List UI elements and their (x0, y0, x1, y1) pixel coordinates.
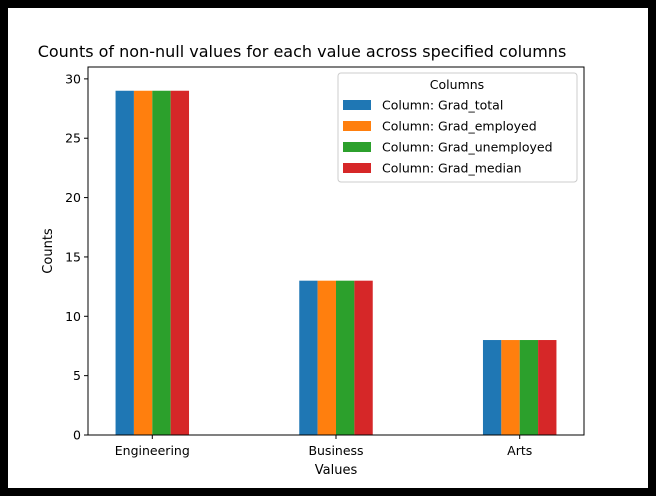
figure: Counts of non-null values for each value… (8, 8, 648, 488)
bar-business-series-4 (354, 280, 373, 435)
x-tick-label: Arts (507, 443, 532, 458)
x-axis-label: Values (315, 463, 358, 478)
bars-group (115, 90, 557, 435)
y-tick-label: 0 (73, 428, 81, 443)
legend-swatch (343, 142, 371, 152)
bar-arts-series-1 (482, 340, 502, 435)
bar-engineering-series-4 (170, 90, 190, 435)
bar-engineering-series-1 (115, 90, 134, 435)
y-tick-label: 15 (65, 249, 81, 264)
x-axis-ticks: Engineering Business Arts (115, 435, 532, 458)
x-tick-label: Business (308, 443, 363, 458)
plot-area: 0 5 10 15 20 25 30 Engineering Business Arts (65, 66, 585, 458)
y-tick-label: 25 (65, 131, 81, 146)
legend-title: Columns (430, 77, 484, 92)
bar-arts-series-2 (501, 340, 520, 435)
bar-engineering-series-3 (152, 90, 171, 435)
bar-arts-series-3 (519, 340, 539, 435)
legend-label: Column: Grad_unemployed (382, 140, 553, 155)
x-tick-label: Engineering (115, 443, 190, 458)
legend-label: Column: Grad_median (382, 161, 522, 176)
legend-swatch (343, 121, 371, 131)
bar-engineering-series-2 (133, 90, 153, 435)
y-tick-label: 5 (73, 368, 81, 383)
y-axis-ticks: 0 5 10 15 20 25 30 (65, 71, 88, 443)
legend-items: Column: Grad_total Column: Grad_employed C… (343, 98, 553, 176)
bar-chart: Counts of non-null values for each value… (38, 42, 585, 478)
bar-business-series-1 (299, 280, 318, 435)
y-tick-label: 20 (65, 190, 81, 205)
chart-title: Counts of non-null values for each value… (38, 42, 567, 61)
bar-business-series-2 (317, 280, 336, 435)
legend: Columns Column: Grad_total Column: Grad_e… (337, 72, 578, 183)
legend-label: Column: Grad_employed (382, 119, 537, 134)
bar-arts-series-4 (538, 340, 557, 435)
legend-swatch (343, 100, 371, 110)
legend-box (337, 72, 578, 183)
legend-swatch (343, 163, 371, 173)
y-tick-label: 10 (65, 309, 81, 324)
legend-label: Column: Grad_total (382, 98, 503, 113)
y-axis-label: Counts (41, 228, 56, 274)
bar-business-series-3 (336, 280, 355, 435)
y-tick-label: 30 (65, 71, 81, 86)
